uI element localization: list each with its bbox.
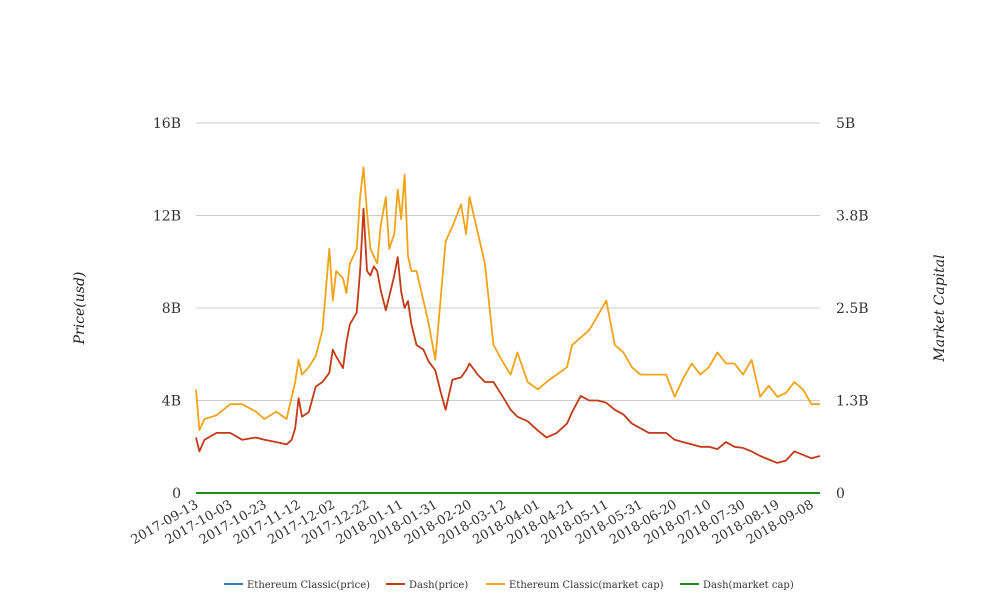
y-right-tick-label: 2.5B — [836, 301, 869, 317]
y-right-tick-label: 3.8B — [836, 209, 869, 225]
legend-item: Dash(market cap) — [680, 580, 794, 591]
right-axis-ticks: 0 1.3B 2.5B 3.8B 5B — [836, 116, 869, 502]
y-right-tick-label: 0 — [836, 486, 845, 502]
y-left-tick-label: 8B — [162, 301, 181, 317]
y-axis-left-title: Price(usd) — [72, 272, 88, 346]
legend-item: Dash(price) — [386, 580, 468, 591]
legend-label: Ethereum Classic(market cap) — [509, 580, 664, 591]
x-axis-ticks: 2017-09-132017-10-032017-10-232017-11-12… — [129, 497, 817, 547]
legend-label: Dash(price) — [409, 580, 468, 591]
legend: Ethereum Classic(price) Dash(price) Ethere… — [224, 580, 794, 591]
series-lines — [195, 166, 821, 494]
y-left-tick-label: 0 — [172, 486, 181, 502]
y-right-tick-label: 1.3B — [836, 394, 869, 410]
y-left-tick-label: 12B — [153, 209, 181, 225]
left-axis-ticks: 0 4B 8B 12B 16B — [153, 116, 181, 502]
gridlines — [196, 122, 820, 494]
legend-item: Ethereum Classic(price) — [224, 580, 370, 591]
y-axis-right-title: Market Capital — [932, 254, 948, 362]
y-left-tick-label: 4B — [162, 394, 181, 410]
y-right-tick-label: 5B — [836, 116, 855, 132]
legend-label: Ethereum Classic(price) — [247, 580, 370, 591]
legend-label: Dash(market cap) — [703, 580, 794, 591]
y-left-tick-label: 16B — [153, 116, 181, 132]
series-line-ethereum-classic-market-cap — [195, 166, 820, 432]
series-line-dash-price — [195, 207, 821, 464]
legend-item: Ethereum Classic(market cap) — [486, 580, 664, 591]
